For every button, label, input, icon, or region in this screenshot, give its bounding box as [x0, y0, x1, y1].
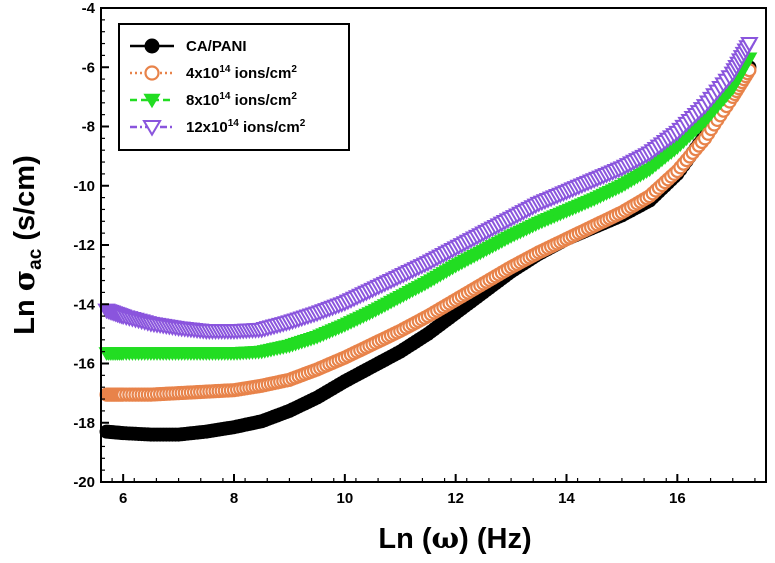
- y-tick-label: -16: [73, 356, 95, 373]
- x-tick-label: 8: [230, 490, 238, 507]
- series-layer: [97, 36, 759, 442]
- y-tick-label: -6: [82, 59, 95, 76]
- x-tick-label: 16: [669, 490, 686, 507]
- legend: CA/PANI 4x1014 ions/cm2 8x1014 ions/cm2 12x…: [118, 23, 350, 151]
- legend-marker: [144, 38, 160, 54]
- y-tick-label: -14: [73, 296, 95, 313]
- legend-label: 4x1014 ions/cm2: [186, 64, 297, 82]
- x-tick-label: 10: [336, 490, 353, 507]
- data-point: [740, 36, 759, 53]
- x-tick-label: 6: [119, 490, 127, 507]
- legend-marker: [144, 65, 160, 81]
- legend-label: 8x1014 ions/cm2: [186, 91, 297, 109]
- x-tick-label: 12: [447, 490, 464, 507]
- series-3: [98, 52, 758, 361]
- axes-layer: 6 8 10 12 14 16 -4 -6 -8 -10 -12 -14 -16 -18 -20: [73, 0, 767, 507]
- legend-label: CA/PANI: [186, 38, 247, 55]
- series-4: [97, 36, 759, 340]
- y-tick-label: -10: [73, 178, 95, 195]
- series-2: [99, 63, 757, 402]
- y-tick-label: -4: [82, 0, 96, 17]
- x-axis-title: Ln (ω) (Hz): [378, 521, 531, 555]
- x-tick-label: 14: [558, 490, 575, 507]
- y-tick-label: -20: [73, 474, 95, 491]
- legend-label: 12x1014 ions/cm2: [186, 118, 306, 136]
- y-tick-label: -18: [73, 415, 95, 432]
- y-tick-label: -8: [82, 119, 95, 136]
- y-tick-label: -12: [73, 237, 95, 254]
- legend-marker: [142, 119, 162, 137]
- y-axis-title: Ln σac (s/cm): [7, 155, 46, 335]
- legend-marker: [143, 93, 161, 109]
